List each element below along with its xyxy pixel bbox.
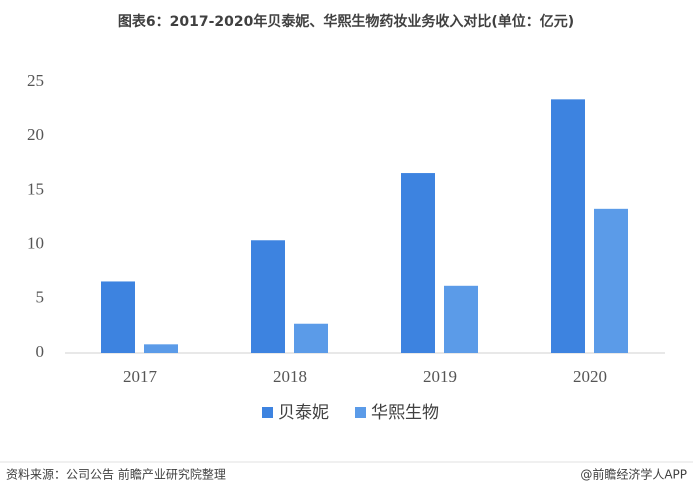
source: 资料来源：公司公告 前瞻产业研究院整理 [6, 467, 226, 482]
y-tick-label: 0 [36, 342, 45, 361]
y-tick-label: 25 [27, 71, 44, 90]
bar [551, 99, 585, 354]
legend-swatch [262, 407, 273, 418]
bar [144, 344, 178, 353]
bar [444, 285, 478, 353]
x-tick-label: 2018 [273, 367, 307, 386]
bar [251, 240, 285, 353]
y-tick-label: 10 [27, 234, 44, 253]
x-tick-label: 2017 [123, 367, 158, 386]
y-tick-label: 5 [36, 288, 45, 307]
credit: @前瞻经济学人APP [580, 467, 687, 482]
bar [401, 173, 435, 353]
x-tick-label: 2019 [423, 367, 457, 386]
legend-label: 贝泰妮 [278, 403, 329, 423]
legend-label: 华熙生物 [371, 403, 439, 423]
bar [594, 208, 628, 353]
y-tick-label: 15 [27, 179, 44, 198]
y-tick-label: 20 [27, 125, 44, 144]
x-tick-label: 2020 [573, 367, 607, 386]
chart-title: 图表6：2017-2020年贝泰妮、华熙生物药妆业务收入对比(单位：亿元) [118, 13, 574, 30]
bar [294, 323, 328, 353]
legend-swatch [355, 407, 366, 418]
bar [101, 281, 135, 353]
